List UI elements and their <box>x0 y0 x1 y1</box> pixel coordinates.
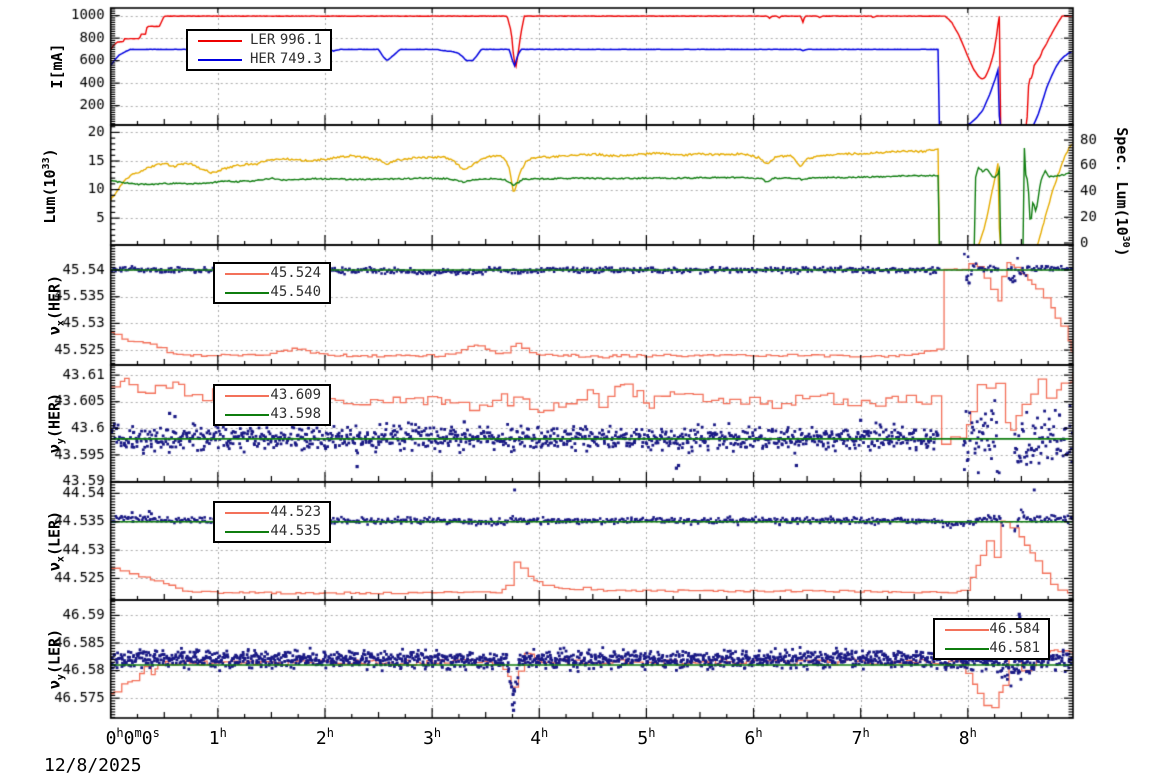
legend-swatch-green <box>225 292 269 294</box>
label-text: (LER) <box>45 510 64 557</box>
legend-swatch-salmon <box>225 512 269 514</box>
x-axis-tick-label-5h: 5h <box>637 726 655 749</box>
sup-text: h <box>116 726 124 740</box>
legend-series-value: 45.540 <box>270 284 321 300</box>
sub-text: x <box>55 556 67 563</box>
label-text: ν <box>45 326 64 336</box>
label-text: ν <box>45 444 64 454</box>
legend-row: HER 749.3 <box>188 50 330 69</box>
date-label: 12/8/2025 <box>44 755 142 776</box>
legend-swatch-LER <box>198 40 242 42</box>
label-text: ) <box>41 148 59 158</box>
label-text: (HER) <box>45 274 64 321</box>
legend-row: 44.523 <box>215 503 329 522</box>
legend-swatch-salmon <box>225 273 269 275</box>
sup-text: h <box>541 726 549 740</box>
sup-text: h <box>755 726 763 740</box>
legend-series-value: 44.523 <box>270 504 321 520</box>
x-axis-tick-label-3h: 3h <box>423 726 441 749</box>
sup-text: h <box>326 726 335 740</box>
label-text: 0 <box>105 728 117 749</box>
x-axis-tick-label-7h: 7h <box>852 726 870 749</box>
legend-series-value: 749.3 <box>279 51 322 67</box>
legend-series-name: LER <box>250 32 276 48</box>
label-text: 0 <box>123 728 135 749</box>
legend-box-nuy_her: 43.609 43.598 <box>213 384 331 426</box>
sup-text: h <box>862 726 870 740</box>
label-text: 7 <box>851 728 863 749</box>
label-text: 6 <box>744 728 756 749</box>
x-axis-tick-label-1h: 1h <box>209 726 227 749</box>
legend-row: 45.524 <box>215 264 329 283</box>
y-axis-label-right-spec-lum: Spec. Lum(1030) <box>1113 127 1131 256</box>
sup-text: h <box>969 726 977 740</box>
legend-swatch-green <box>225 531 269 533</box>
label-text: 0 <box>141 728 153 749</box>
legend-box-nux_her: 45.524 45.540 <box>213 262 331 304</box>
legend-row: 43.609 <box>215 386 329 405</box>
y-axis-label-nux_her: νx(HER) <box>46 275 67 335</box>
sup-text: 33 <box>41 157 52 170</box>
legend-swatch-green <box>225 414 269 416</box>
legend-box-nuy_ler: 46.584 46.581 <box>933 618 1050 660</box>
label-text: Lum(10 <box>41 169 59 224</box>
label-text: 3 <box>423 728 434 749</box>
x-axis-tick-label-4h: 4h <box>530 726 548 749</box>
legend-row: 46.581 <box>935 639 1048 658</box>
label-text: Spec. Lum(10 <box>1113 127 1131 236</box>
legend-series-value: 44.535 <box>270 523 321 539</box>
y-axis-label-luminosity: Lum(1033) <box>41 148 59 223</box>
legend-row: LER 996.1 <box>188 31 330 50</box>
legend-swatch-green <box>945 648 989 650</box>
label-text: ν <box>45 680 64 690</box>
legend-series-value: 46.584 <box>989 621 1040 637</box>
x-axis-tick-label-8h: 8h <box>959 726 977 749</box>
legend-row: 43.598 <box>215 405 329 424</box>
legend-swatch-HER <box>198 59 242 61</box>
legend-series-name: HER <box>250 51 276 67</box>
y-axis-label-nuy_ler: νy(LER) <box>46 629 67 689</box>
x-axis-tick-label-6h: 6h <box>744 726 762 749</box>
legend-series-value: 43.609 <box>270 387 321 403</box>
legend-series-value: 996.1 <box>279 32 322 48</box>
label-text: ) <box>1113 247 1131 257</box>
label-text: 2 <box>315 728 327 749</box>
sup-text: s <box>152 726 160 740</box>
x-axis-tick-label-0h: 0h0m0s <box>106 726 160 749</box>
legend-row: 45.540 <box>215 283 329 302</box>
label-text: I[mA] <box>48 43 66 89</box>
sup-text: h <box>648 726 656 740</box>
label-text: 4 <box>530 728 542 749</box>
label-text: (LER) <box>45 628 64 675</box>
legend-series-value: 43.598 <box>270 406 321 422</box>
legend-series-value: 46.581 <box>989 640 1040 656</box>
legend-series-value: 45.524 <box>270 265 321 281</box>
legend-swatch-salmon <box>225 395 269 397</box>
label-text: ν <box>45 562 64 572</box>
sup-text: m <box>134 726 142 740</box>
sub-text: y <box>55 438 67 445</box>
sub-text: y <box>55 674 67 681</box>
sup-text: h <box>219 726 227 740</box>
sup-text: 30 <box>1120 235 1131 248</box>
legend-row: 46.584 <box>935 620 1048 639</box>
y-axis-label-current: I[mA] <box>48 43 66 88</box>
label-text: 8 <box>958 728 970 749</box>
legend-swatch-salmon <box>945 629 989 631</box>
sub-text: x <box>55 320 67 327</box>
sup-text: h <box>433 726 442 740</box>
legend-row: 44.535 <box>215 522 329 541</box>
y-axis-label-nux_ler: νx(LER) <box>46 511 67 571</box>
label-text: 1 <box>208 728 220 749</box>
label-text: 5 <box>637 728 649 749</box>
x-axis-tick-label-2h: 2h <box>316 726 334 749</box>
label-text: (HER) <box>45 392 64 439</box>
legend-box-current: LER 996.1 HER 749.3 <box>186 29 332 71</box>
y-axis-label-nuy_her: νy(HER) <box>46 393 67 453</box>
legend-box-nux_ler: 44.523 44.535 <box>213 501 331 543</box>
